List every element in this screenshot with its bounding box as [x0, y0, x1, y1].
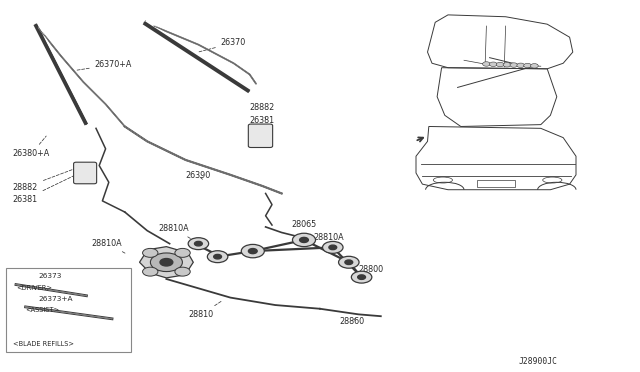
Circle shape	[143, 267, 158, 276]
Circle shape	[175, 267, 190, 276]
Text: 28810: 28810	[189, 301, 221, 319]
Circle shape	[345, 260, 353, 264]
Circle shape	[503, 62, 511, 67]
Text: 28810A: 28810A	[92, 238, 125, 253]
Circle shape	[329, 245, 337, 250]
Circle shape	[143, 248, 158, 257]
Circle shape	[351, 271, 372, 283]
Text: 26370+A: 26370+A	[76, 60, 132, 70]
Circle shape	[524, 63, 531, 68]
Circle shape	[510, 63, 518, 67]
Circle shape	[214, 254, 221, 259]
Circle shape	[195, 241, 202, 246]
Text: 28800: 28800	[355, 264, 383, 277]
Text: 28810A: 28810A	[158, 224, 195, 241]
Text: <ASSIST>: <ASSIST>	[26, 307, 60, 313]
Text: 26373: 26373	[38, 273, 62, 279]
Circle shape	[292, 233, 316, 247]
Circle shape	[358, 275, 365, 279]
Circle shape	[323, 241, 343, 253]
Bar	[477, 180, 515, 187]
Circle shape	[483, 62, 490, 66]
Circle shape	[241, 244, 264, 258]
Circle shape	[300, 237, 308, 243]
Text: 28065: 28065	[291, 220, 316, 236]
Circle shape	[248, 248, 257, 254]
Circle shape	[517, 63, 525, 68]
Circle shape	[339, 256, 359, 268]
Text: 26380+A: 26380+A	[13, 136, 50, 158]
Circle shape	[490, 62, 497, 67]
Circle shape	[175, 248, 190, 257]
Polygon shape	[140, 247, 193, 278]
Text: J28900JC: J28900JC	[518, 357, 557, 366]
Text: 28810A: 28810A	[314, 233, 344, 246]
Circle shape	[160, 259, 173, 266]
Text: 26381: 26381	[13, 173, 79, 203]
Text: <DRIVER>: <DRIVER>	[16, 285, 52, 291]
Circle shape	[188, 238, 209, 250]
Text: 28882: 28882	[250, 103, 275, 119]
Text: 26370: 26370	[198, 38, 246, 52]
Circle shape	[531, 64, 538, 68]
Text: 28882: 28882	[13, 167, 81, 192]
Text: 26390: 26390	[186, 171, 211, 180]
Circle shape	[150, 253, 182, 272]
Circle shape	[496, 62, 504, 67]
Text: 26373+A: 26373+A	[38, 296, 73, 302]
Text: <BLADE REFILLS>: <BLADE REFILLS>	[13, 341, 74, 347]
FancyBboxPatch shape	[74, 162, 97, 184]
Text: 26381: 26381	[250, 116, 275, 130]
Text: 28860: 28860	[339, 317, 364, 326]
Circle shape	[207, 251, 228, 263]
FancyBboxPatch shape	[248, 124, 273, 147]
Bar	[6, 268, 131, 352]
